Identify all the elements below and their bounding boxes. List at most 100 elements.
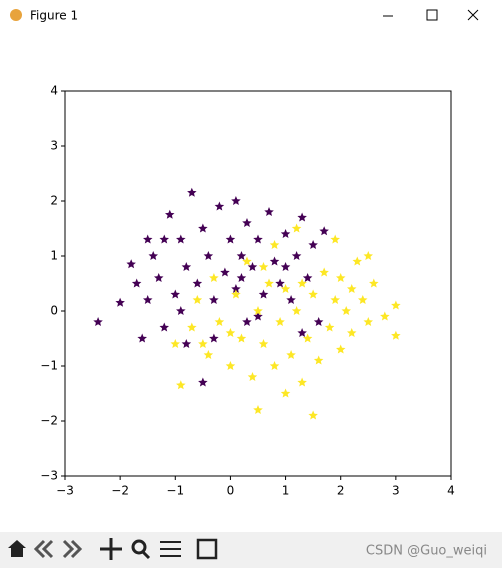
point xyxy=(324,322,335,332)
point xyxy=(203,251,214,260)
point xyxy=(192,278,203,288)
point xyxy=(176,380,186,390)
close-button[interactable] xyxy=(467,9,479,21)
plot: −3 −2 −1 0 1 2 3 4 −3 −2 −1 0 1 2 3 4 xyxy=(40,84,455,498)
point xyxy=(280,388,291,398)
point xyxy=(297,328,307,337)
point xyxy=(352,256,362,266)
point xyxy=(347,328,357,337)
point xyxy=(203,350,214,359)
point xyxy=(280,229,291,238)
home-button[interactable] xyxy=(8,540,26,557)
point xyxy=(319,267,329,277)
point xyxy=(165,209,175,219)
point xyxy=(291,223,302,233)
point xyxy=(115,297,125,307)
point xyxy=(308,410,318,420)
x-tick-label: −2 xyxy=(111,484,129,498)
point xyxy=(198,223,208,233)
point xyxy=(313,317,324,326)
point xyxy=(170,339,180,348)
point xyxy=(275,317,285,326)
point xyxy=(253,234,263,244)
point xyxy=(148,251,158,260)
point xyxy=(236,251,247,260)
plot-area xyxy=(65,91,451,476)
point xyxy=(209,333,219,343)
point xyxy=(269,361,280,370)
point xyxy=(242,218,252,227)
point xyxy=(231,289,241,299)
point xyxy=(269,240,280,249)
point xyxy=(143,295,153,304)
point xyxy=(258,289,269,299)
back-button[interactable] xyxy=(33,539,54,559)
point xyxy=(291,306,302,315)
point xyxy=(225,234,236,244)
point xyxy=(192,295,203,304)
point xyxy=(319,226,329,236)
point xyxy=(297,278,307,288)
point xyxy=(198,339,208,348)
point xyxy=(264,278,274,288)
point xyxy=(302,333,313,343)
point xyxy=(341,306,351,315)
x-tick-label: 2 xyxy=(337,484,345,498)
point xyxy=(126,259,136,269)
point xyxy=(286,350,296,359)
x-tick-label: −1 xyxy=(166,484,184,498)
point xyxy=(297,212,307,222)
point xyxy=(176,234,186,244)
point xyxy=(297,377,307,387)
title-bar xyxy=(0,0,502,32)
point xyxy=(187,187,197,197)
app-icon xyxy=(10,9,22,21)
point xyxy=(225,328,236,337)
point xyxy=(258,262,269,271)
y-tick-label: −3 xyxy=(40,469,58,483)
point xyxy=(214,201,225,211)
point xyxy=(302,273,313,282)
x-tick-label: 4 xyxy=(447,484,455,498)
point xyxy=(209,273,219,282)
y-tick-label: 4 xyxy=(50,84,58,98)
x-tick-label: 3 xyxy=(392,484,400,498)
point xyxy=(181,262,192,271)
y-tick-label: 2 xyxy=(50,194,58,208)
point xyxy=(93,317,103,326)
point xyxy=(236,273,247,282)
window-title: Figure 1 xyxy=(30,9,78,23)
point xyxy=(269,256,280,266)
toolbar xyxy=(0,532,502,568)
point xyxy=(336,273,346,282)
point xyxy=(220,267,230,277)
point xyxy=(181,339,192,348)
pan-button[interactable] xyxy=(100,538,122,560)
watermark: CSDN @Guo_weiqi xyxy=(366,544,487,559)
point xyxy=(247,372,258,381)
save-button[interactable] xyxy=(196,538,218,560)
x-tick-label: 1 xyxy=(282,484,290,498)
point xyxy=(391,300,401,310)
point xyxy=(253,405,263,414)
point xyxy=(286,295,296,304)
zoom-button[interactable] xyxy=(131,539,151,560)
configure-button[interactable] xyxy=(160,541,181,557)
forward-button[interactable] xyxy=(62,539,83,559)
point xyxy=(159,234,169,244)
point xyxy=(143,234,153,244)
y-tick-label: 1 xyxy=(50,249,58,263)
point xyxy=(347,284,357,293)
point xyxy=(264,207,274,216)
point xyxy=(159,322,169,332)
point xyxy=(198,377,208,387)
point xyxy=(225,361,236,370)
point xyxy=(258,339,269,348)
point xyxy=(154,273,164,282)
point xyxy=(391,330,401,340)
maximize-button[interactable] xyxy=(426,9,438,21)
point xyxy=(336,344,346,354)
point xyxy=(214,317,225,326)
point xyxy=(236,333,247,343)
point xyxy=(247,262,258,271)
